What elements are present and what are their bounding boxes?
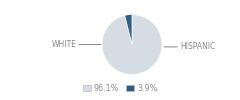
Legend: 96.1%, 3.9%: 96.1%, 3.9% bbox=[79, 80, 161, 96]
Wedge shape bbox=[102, 14, 162, 74]
Wedge shape bbox=[125, 14, 132, 44]
Text: HISPANIC: HISPANIC bbox=[164, 42, 215, 51]
Text: WHITE: WHITE bbox=[52, 40, 101, 49]
